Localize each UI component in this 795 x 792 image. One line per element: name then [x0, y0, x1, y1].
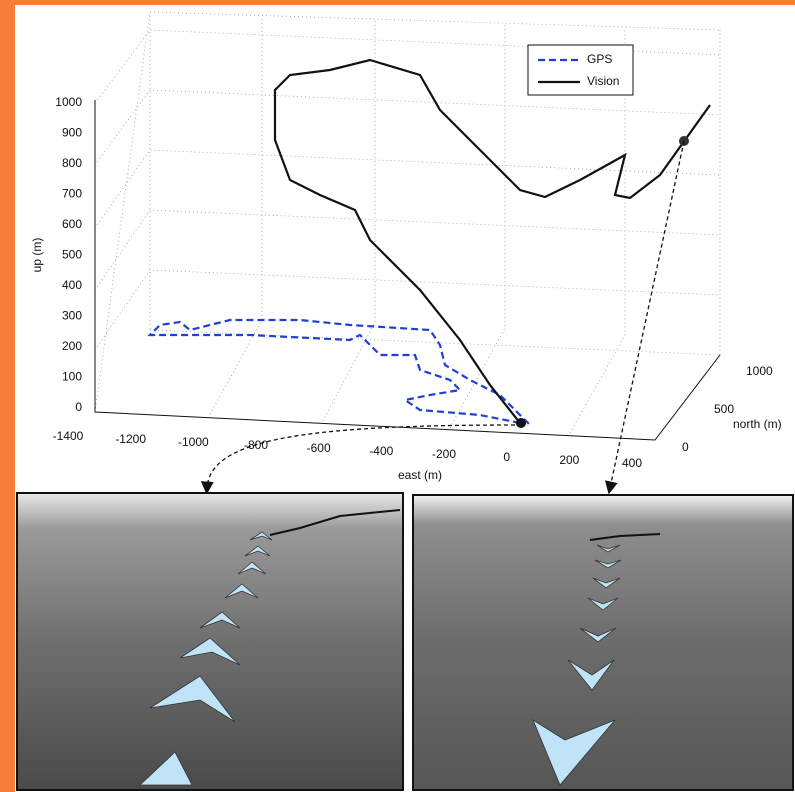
up-tick-label: 100	[62, 370, 82, 384]
start-point	[516, 418, 526, 428]
east-tick-label: -1400	[53, 429, 84, 443]
up-tick-label: 0	[75, 400, 82, 414]
east-tick-label: -800	[244, 438, 268, 452]
east-tick-label: 200	[559, 453, 579, 467]
up-tick-label: 1000	[55, 95, 82, 109]
east-tick-label: -1000	[178, 435, 209, 449]
north-tick-label: 1000	[746, 364, 773, 378]
up-tick-label: 600	[62, 217, 82, 231]
east-tick-label: -600	[307, 441, 331, 455]
up-tick-label: 400	[62, 278, 82, 292]
east-tick-label: 0	[503, 450, 510, 464]
legend-label: Vision	[587, 74, 619, 88]
east-tick-label: 400	[622, 456, 642, 470]
up-tick-label: 900	[62, 126, 82, 140]
axis-label: east (m)	[398, 468, 442, 482]
axis-label: up (m)	[30, 238, 44, 273]
up-tick-label: 700	[62, 187, 82, 201]
axis-label: north (m)	[733, 417, 782, 431]
up-tick-label: 500	[62, 248, 82, 262]
up-tick-label: 300	[62, 309, 82, 323]
up-tick-label: 200	[62, 339, 82, 353]
east-tick-label: -1200	[115, 432, 146, 446]
east-tick-label: -400	[369, 444, 393, 458]
north-tick-label: 500	[714, 402, 734, 416]
legend-label: GPS	[587, 52, 612, 66]
page: GPS Vision up (m) east (m) north (m) 0 10…	[0, 0, 795, 792]
east-tick-label: -200	[432, 447, 456, 461]
north-tick-label: 0	[682, 440, 689, 454]
figure: GPS Vision up (m) east (m) north (m) 0 10…	[0, 0, 795, 792]
up-tick-label: 800	[62, 156, 82, 170]
